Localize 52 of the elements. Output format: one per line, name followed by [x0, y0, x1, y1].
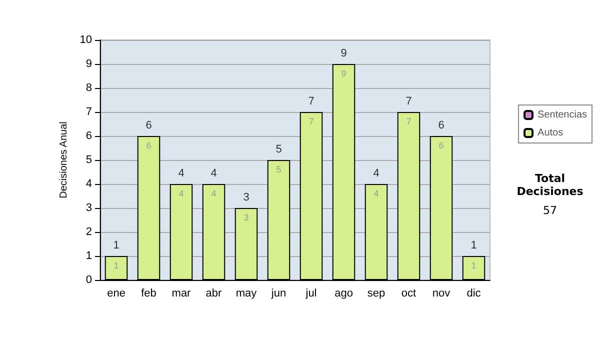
data-label: 4 [374, 188, 379, 198]
text: Total Decisiones [516, 172, 584, 198]
y-tick-label: 7 [86, 106, 92, 118]
legend-label: Sentencias [538, 110, 588, 120]
y-axis-title: Decisiones Anual [58, 122, 70, 198]
y-tick-label: 5 [86, 154, 92, 166]
data-label: 1 [471, 260, 476, 270]
x-tick-label: feb [141, 288, 156, 300]
legend-label: Autos [538, 128, 564, 138]
total-label: 7 [406, 96, 412, 108]
y-tick-label: 0 [86, 274, 92, 286]
total-label: 6 [146, 120, 152, 132]
total-label: 7 [308, 96, 314, 108]
y-tick-label: 3 [86, 202, 92, 214]
total-label: 4 [210, 168, 217, 180]
x-tick-label: sep [367, 288, 386, 300]
x-tick-label: may [236, 288, 258, 300]
total-label: 4 [178, 168, 184, 180]
data-label: 7 [308, 116, 314, 126]
data-label: 4 [211, 188, 216, 198]
y-tick-label: 6 [86, 130, 92, 142]
total-label: 9 [340, 48, 347, 60]
data-label: 6 [146, 140, 152, 150]
data-label: 7 [406, 116, 412, 126]
text: 57 [542, 204, 558, 217]
total-label: 4 [373, 168, 380, 180]
y-tick-label: 1 [86, 250, 92, 262]
x-tick-label: jun [270, 288, 286, 300]
y-tick-label: 8 [86, 82, 92, 94]
total-label: 5 [276, 144, 282, 156]
y-tick-label: 2 [86, 226, 92, 238]
data-label: 5 [276, 164, 282, 174]
data-label: 4 [178, 188, 184, 198]
x-tick-label: oct [401, 288, 416, 300]
x-tick-label: mar [172, 288, 192, 300]
x-tick-label: dic [466, 288, 482, 300]
x-tick-label: abr [206, 288, 222, 300]
y-tick-label: 4 [86, 178, 92, 190]
data-label: 9 [341, 68, 346, 78]
y-tick-label: 10 [80, 34, 92, 46]
total-label: 1 [470, 240, 477, 252]
x-tick-label: ago [334, 288, 353, 300]
total-label: 6 [438, 120, 444, 132]
total-label: 3 [243, 192, 250, 204]
x-tick-label: ene [107, 288, 126, 300]
data-label: 3 [244, 212, 249, 222]
total-label: 1 [113, 240, 120, 252]
data-label: 6 [438, 140, 444, 150]
y-tick-label: 9 [86, 58, 92, 70]
x-tick-label: jul [304, 288, 317, 300]
x-tick-label: nov [432, 288, 451, 300]
data-label: 1 [114, 260, 119, 270]
